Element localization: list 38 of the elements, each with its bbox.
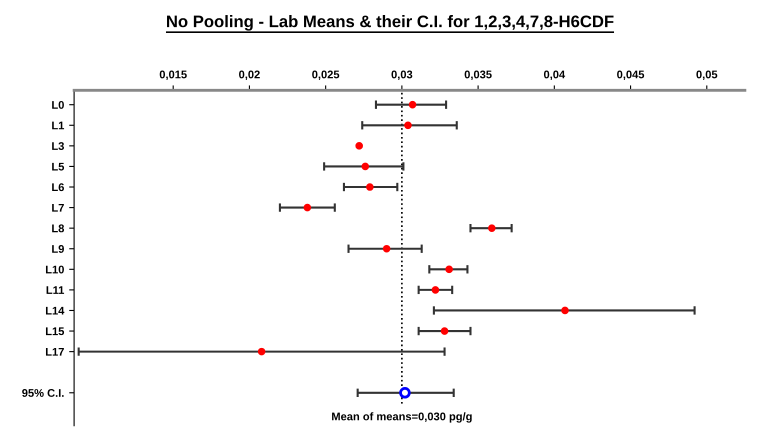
x-tick-label: 0,05 bbox=[696, 70, 718, 80]
y-tick-label: L11 bbox=[46, 286, 64, 294]
y-tick-label: L8 bbox=[52, 224, 64, 232]
y-tick-label: L14 bbox=[46, 306, 64, 314]
point bbox=[304, 204, 312, 212]
x-tick-label: 0,02 bbox=[239, 70, 260, 80]
y-tick-label: L6 bbox=[52, 183, 64, 192]
y-tick-label: L0 bbox=[52, 100, 64, 109]
y-tick-label: L9 bbox=[52, 245, 64, 253]
x-tick-label: 0,04 bbox=[544, 70, 566, 80]
chart-title: No Pooling - Lab Means & their C.I. for 1,2,3,4,7,8-H6CDF bbox=[167, 15, 614, 31]
y-tick-label: 95% C.I. bbox=[22, 389, 64, 397]
x-tick-label: 0,025 bbox=[312, 70, 340, 80]
point bbox=[366, 183, 374, 191]
y-tick-label: L3 bbox=[52, 142, 64, 150]
point bbox=[561, 306, 569, 314]
point bbox=[440, 327, 448, 335]
point bbox=[404, 121, 412, 130]
point bbox=[382, 244, 390, 253]
point bbox=[488, 224, 496, 232]
point bbox=[258, 348, 266, 356]
y-tick-label: L10 bbox=[46, 266, 64, 274]
y-tick-label: L17 bbox=[46, 348, 64, 356]
x-tick-label: 0,015 bbox=[160, 70, 187, 80]
x-tick-label: 0,035 bbox=[464, 70, 492, 80]
point bbox=[355, 142, 363, 150]
y-tick-label: L7 bbox=[52, 204, 64, 212]
y-tick-label: L1 bbox=[52, 122, 64, 130]
point bbox=[408, 100, 416, 109]
point bbox=[361, 162, 370, 170]
point bbox=[399, 386, 411, 399]
y-tick-label: L15 bbox=[46, 327, 64, 336]
x-tick-label: 0,045 bbox=[617, 70, 644, 80]
ref-line-label: Mean of means=0,030 pg/g bbox=[332, 412, 472, 423]
point bbox=[432, 286, 440, 294]
point bbox=[445, 266, 453, 274]
y-tick-label: L5 bbox=[52, 162, 64, 171]
x-tick-label: 0,03 bbox=[392, 70, 412, 80]
